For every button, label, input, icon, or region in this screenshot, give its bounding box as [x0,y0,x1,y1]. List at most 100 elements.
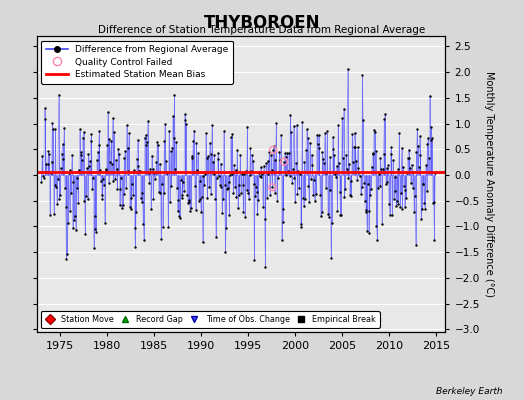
Point [60,124,68,131]
Point [248,158,257,164]
Point [313,132,321,138]
Point [41,116,49,122]
Point [67,190,75,196]
Point [347,192,356,199]
Point [431,170,440,177]
Point [74,200,82,206]
Point [104,109,112,115]
Point [232,194,241,200]
Point [177,195,185,202]
Point [427,137,435,144]
Point [99,176,107,182]
Point [211,196,220,202]
Point [205,140,214,146]
Point [364,180,372,187]
Point [398,206,407,212]
Point [151,176,159,182]
Point [237,190,245,196]
Point [154,142,162,149]
Point [227,134,235,140]
Point [324,211,332,218]
Point [419,181,428,187]
Point [418,206,426,212]
Point [403,170,411,176]
Point [338,115,346,121]
Point [366,192,375,198]
Point [299,195,307,201]
Point [158,180,166,187]
Point [254,196,263,203]
Point [253,189,261,195]
Point [256,164,265,170]
Point [286,112,294,118]
Text: Berkeley Earth: Berkeley Earth [436,387,503,396]
Point [111,176,119,182]
Point [362,207,370,214]
Point [170,92,179,98]
Text: THYBOROEN: THYBOROEN [204,14,320,32]
Point [173,208,182,215]
Point [300,158,309,165]
Point [217,184,226,190]
Point [38,153,46,159]
Point [307,176,315,182]
Point [113,186,122,192]
Point [112,156,120,163]
Point [161,121,169,127]
Point [359,116,367,123]
Point [282,154,291,160]
Point [268,184,277,190]
Point [369,150,378,156]
Point [62,256,71,262]
Point [332,174,340,180]
Point [159,190,168,196]
Point [363,228,372,234]
Point [196,196,204,202]
Point [179,179,187,185]
Point [318,149,326,156]
Point [346,192,354,198]
Point [39,174,48,181]
Point [117,175,125,181]
Point [191,183,199,189]
Point [88,186,96,193]
Point [353,176,361,183]
Point [227,171,236,178]
Point [171,166,179,172]
Point [305,140,314,146]
Point [328,220,336,227]
Point [56,192,64,198]
Point [350,144,358,150]
Point [278,219,287,225]
Point [128,180,136,187]
Point [392,202,400,209]
Point [126,206,135,212]
Point [229,190,237,196]
Point [329,134,337,140]
Point [397,190,405,196]
Point [222,225,231,231]
Point [380,116,388,122]
Point [156,160,164,167]
Point [189,137,198,144]
Point [343,166,351,172]
Point [109,178,117,184]
Point [365,208,374,214]
Point [72,185,81,191]
Point [49,126,57,132]
Point [401,187,410,193]
Point [246,145,255,151]
Point [255,170,263,176]
Point [310,198,319,205]
Point [335,188,344,195]
Point [314,131,323,138]
Point [386,151,395,157]
Point [77,152,85,158]
Point [270,190,279,196]
Point [130,224,139,231]
Point [224,185,232,192]
Point [168,145,177,152]
Point [233,147,242,153]
Point [114,146,122,152]
Point [259,204,267,210]
